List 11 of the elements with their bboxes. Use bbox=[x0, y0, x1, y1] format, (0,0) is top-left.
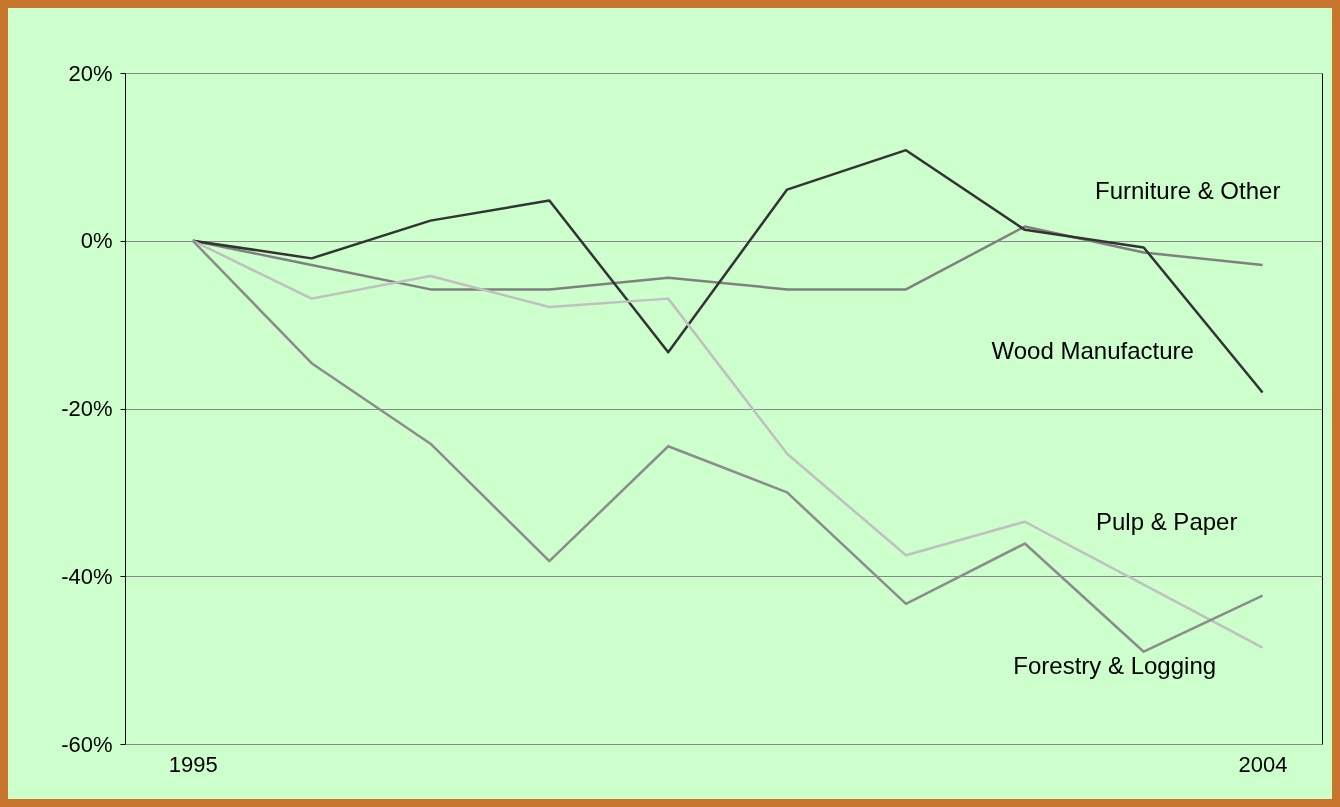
series-label: Pulp & Paper bbox=[1095, 507, 1238, 535]
x-tick-label: 1995 bbox=[168, 751, 218, 777]
x-tick-label: 2004 bbox=[1238, 751, 1288, 777]
y-tick-label: -40% bbox=[61, 563, 113, 589]
series-label: Furniture & Other bbox=[1094, 177, 1281, 205]
series-label: Wood Manufacture bbox=[991, 337, 1194, 365]
series-label: Forestry & Logging bbox=[1013, 651, 1217, 679]
y-tick-label: -60% bbox=[61, 731, 113, 757]
y-tick-label: 20% bbox=[68, 60, 113, 86]
y-tick-label: 0% bbox=[80, 228, 113, 254]
y-tick-label: -20% bbox=[61, 396, 113, 421]
